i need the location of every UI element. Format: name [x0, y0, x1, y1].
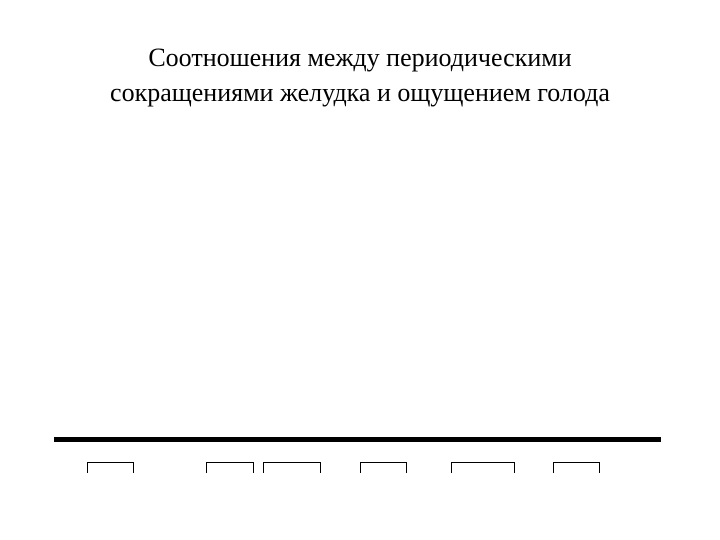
hunger-period-bracket	[206, 462, 254, 473]
slide-title: Соотношения между периодическими сокраще…	[0, 40, 720, 110]
slide-title-line-2: сокращениями желудка и ощущением голода	[110, 78, 610, 107]
hunger-period-bracket	[553, 462, 600, 473]
hunger-period-bracket	[263, 462, 321, 473]
hunger-period-bracket	[87, 462, 134, 473]
timeline-bar	[54, 437, 661, 442]
hunger-period-bracket	[360, 462, 407, 473]
slide-title-line-1: Соотношения между периодическими	[148, 43, 572, 72]
hunger-period-bracket	[451, 462, 515, 473]
